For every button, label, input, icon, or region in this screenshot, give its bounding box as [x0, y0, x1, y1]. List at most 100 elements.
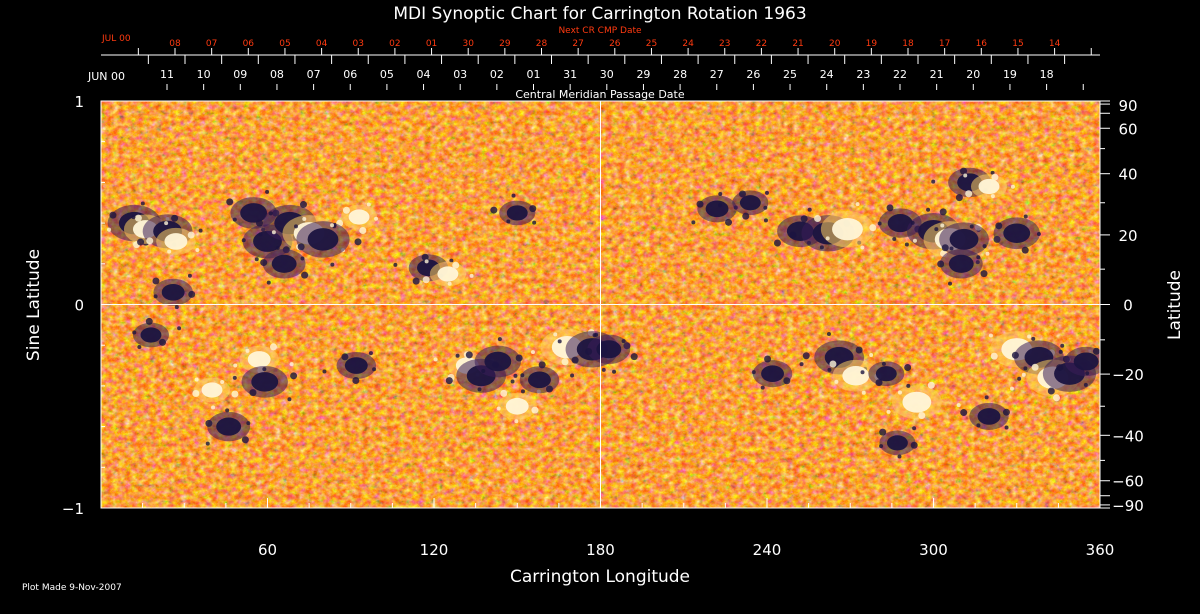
- region-speck: [433, 357, 438, 362]
- white-date-label: 26: [746, 68, 760, 81]
- red-date-label: 25: [646, 39, 657, 49]
- region-speck: [496, 406, 501, 411]
- red-date-ticks: 08 07 06 05 04 03 02 01 30 29 28 27 26 25 24 23 22 21 20 19…: [137, 39, 1092, 55]
- region-speck: [869, 224, 877, 232]
- region-speck: [764, 190, 769, 195]
- region-speck: [819, 245, 824, 250]
- region-speck: [881, 361, 886, 366]
- region-speck: [969, 224, 974, 229]
- positive-polarity-region: [505, 397, 529, 415]
- region-speck: [718, 191, 723, 196]
- region-speck: [301, 271, 309, 279]
- white-date-label: 02: [490, 68, 504, 81]
- red-date-label: 26: [609, 39, 621, 49]
- region-speck: [290, 372, 298, 380]
- region-speck: [789, 231, 797, 239]
- region-speck: [990, 194, 995, 199]
- region-speck: [995, 222, 1003, 230]
- region-speck: [167, 249, 172, 254]
- region-speck: [1021, 372, 1026, 377]
- region-speck: [513, 373, 518, 378]
- negative-polarity-region: [1003, 223, 1031, 244]
- region-speck: [164, 221, 169, 226]
- y-right-tick-label: 20: [1118, 227, 1137, 245]
- region-speck: [990, 170, 995, 175]
- negative-polarity-region: [887, 214, 913, 233]
- region-speck: [140, 201, 145, 206]
- region-speck: [827, 367, 832, 372]
- positive-polarity-region: [832, 218, 863, 241]
- region-speck: [514, 419, 519, 424]
- region-speck: [783, 377, 791, 385]
- region-speck: [988, 333, 993, 338]
- region-speck: [960, 167, 968, 175]
- positive-polarity-region: [437, 266, 459, 282]
- magnetogram-map: [101, 101, 1100, 508]
- region-speck: [490, 206, 498, 214]
- x-tick-label: 120: [420, 541, 449, 559]
- region-speck: [366, 202, 371, 207]
- region-speck: [592, 333, 597, 338]
- region-speck: [132, 330, 137, 335]
- region-speck: [910, 441, 918, 449]
- region-speck: [412, 277, 420, 285]
- region-speck: [532, 220, 537, 225]
- region-speck: [927, 381, 935, 389]
- region-speck: [718, 203, 723, 208]
- region-speck: [941, 244, 949, 252]
- red-date-label: 07: [206, 39, 217, 49]
- region-speck: [538, 361, 546, 369]
- region-speck: [869, 353, 874, 358]
- region-speck: [948, 281, 953, 286]
- magnetic-regions: [107, 167, 1100, 459]
- red-date-label: 19: [866, 39, 878, 49]
- region-speck: [109, 211, 117, 219]
- white-date-label: 29: [636, 68, 650, 81]
- region-speck: [265, 189, 270, 194]
- region-speck: [1053, 394, 1061, 402]
- region-speck: [545, 385, 553, 393]
- negative-polarity-region: [216, 417, 242, 436]
- negative-polarity-region: [1073, 352, 1099, 371]
- region-speck: [897, 390, 902, 395]
- region-speck: [904, 242, 909, 247]
- region-speck: [342, 206, 350, 214]
- region-speck: [1004, 425, 1009, 430]
- region-speck: [1023, 214, 1028, 219]
- region-speck: [760, 385, 765, 390]
- red-date-label: 27: [572, 39, 583, 49]
- white-date-label: 23: [856, 68, 870, 81]
- region-speck: [1002, 408, 1010, 416]
- y-right-tick-label: 90: [1118, 97, 1137, 115]
- x-tick-label: 180: [586, 541, 615, 559]
- region-speck: [904, 363, 912, 371]
- region-speck: [249, 389, 257, 397]
- region-speck: [372, 367, 377, 372]
- white-date-label: 09: [233, 68, 247, 81]
- red-date-label: 29: [499, 39, 511, 49]
- region-speck: [232, 375, 237, 380]
- x-tick-label: 240: [753, 541, 782, 559]
- region-speck: [926, 207, 931, 212]
- white-date-label: 05: [380, 68, 394, 81]
- region-speck: [984, 395, 989, 400]
- region-speck: [1011, 351, 1019, 359]
- region-speck: [241, 436, 249, 444]
- region-speck: [330, 262, 335, 267]
- region-speck: [965, 190, 973, 198]
- region-speck: [289, 362, 294, 367]
- region-speck: [246, 421, 251, 426]
- region-speck: [834, 379, 839, 384]
- region-speck: [145, 317, 153, 325]
- region-speck: [892, 237, 897, 242]
- region-speck: [571, 356, 579, 364]
- region-speck: [393, 262, 398, 267]
- region-speck: [877, 221, 882, 226]
- region-speck: [297, 243, 305, 251]
- region-speck: [506, 219, 511, 224]
- region-speck: [374, 216, 379, 221]
- region-speck: [939, 208, 947, 216]
- region-speck: [630, 353, 638, 361]
- red-date-label: 14: [1049, 39, 1061, 49]
